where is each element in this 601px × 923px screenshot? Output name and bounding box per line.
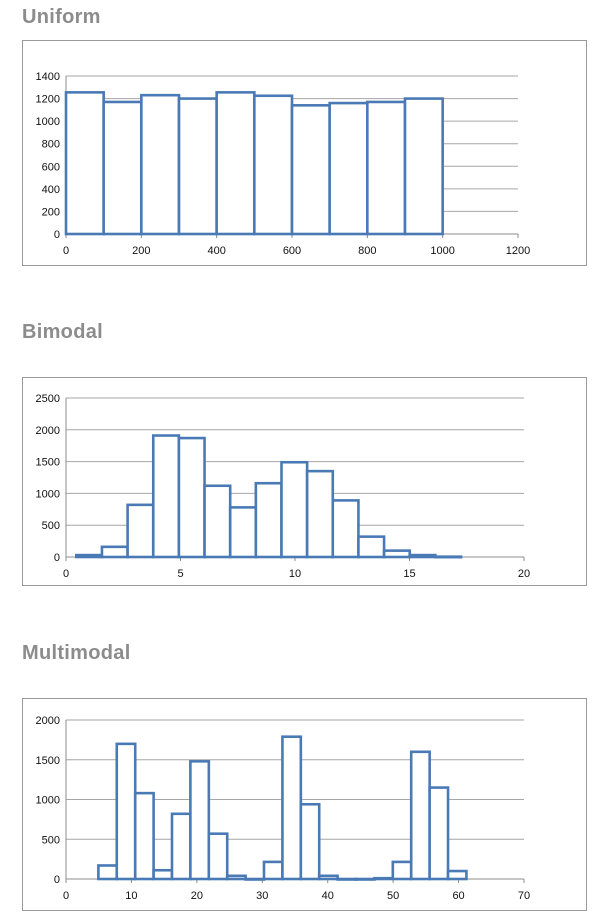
histogram-bar [382,549,412,559]
y-tick-label: 1000 [36,116,60,128]
x-tick-label: 10 [289,568,301,580]
y-tick-label: 0 [54,229,60,241]
histogram-bar [152,868,174,881]
x-tick-label: 5 [177,568,183,580]
histogram-bar [102,100,143,236]
y-tick-label: 500 [42,520,60,532]
histogram-bar [305,469,335,559]
y-tick-label: 400 [42,184,60,196]
histogram-bar [133,791,155,881]
y-tick-label: 200 [42,206,60,218]
histogram-bar [446,869,468,881]
histogram-bar [328,101,369,236]
x-tick-label: 20 [191,890,203,902]
y-tick-label: 1500 [36,755,60,767]
x-tick-label: 50 [387,890,399,902]
histogram-bar [262,860,284,881]
x-tick-label: 1200 [506,245,530,257]
histogram-bar [225,874,247,881]
y-tick-label: 1400 [36,71,60,83]
y-tick-label: 0 [54,552,60,564]
histogram-bar [177,97,218,236]
histogram-bar [100,545,129,559]
histogram-bar [428,786,450,881]
histogram-bar [189,760,211,881]
y-tick-label: 500 [42,834,60,846]
histogram-bar [403,97,444,236]
x-tick-label: 600 [283,245,301,257]
y-tick-label: 2000 [36,425,60,437]
histogram-multimodal: 0 500 1000 1500 2000 0 10 20 30 40 50 60 70 [36,715,531,902]
y-tick-label: 600 [42,161,60,173]
histogram-bar [207,832,229,881]
histogram-uniform: 0 200 400 600 800 1000 1200 1400 0 200 400 600 800 10… [36,71,531,257]
histogram-bar [115,742,137,881]
histogram-bar [203,484,232,559]
chart-uniform: 0 200 400 600 800 1000 1200 1400 0 200 400 600 800 10… [22,40,587,266]
x-tick-label: 40 [322,890,334,902]
histogram-bar [281,735,303,881]
histogram-bar [408,553,437,559]
histogram-bar [366,100,407,236]
histogram-bar [215,91,256,236]
chart-title-uniform: Uniform [22,6,101,28]
histogram-bar [170,812,192,881]
histogram-bar [331,499,360,559]
histogram-bar [317,874,339,881]
y-tick-label: 800 [42,139,60,151]
y-tick-label: 2500 [36,393,60,405]
histogram-bimodal: 0 500 1000 1500 2000 2500 0 5 10 15 20 [36,393,531,580]
histogram-bar [299,802,321,881]
y-tick-label: 2000 [36,715,60,727]
histogram-bar [253,94,294,236]
histogram-bar [434,555,463,559]
histogram-bar [336,877,358,881]
x-tick-label: 15 [403,568,415,580]
chart-title-multimodal: Multimodal [22,642,131,664]
histogram-bar [290,104,331,236]
histogram-bar [409,750,431,881]
x-tick-label: 800 [358,245,376,257]
histogram-bar [357,535,386,559]
histogram-bar [97,864,119,881]
histogram-bar [126,503,155,559]
x-tick-label: 0 [63,890,69,902]
histogram-bar [75,553,104,559]
histogram-bar [151,434,181,559]
x-tick-label: 0 [63,568,69,580]
y-tick-label: 1500 [36,457,60,469]
histogram-bar [177,436,206,559]
histogram-bar [228,506,258,559]
histogram-bar [391,860,413,881]
x-tick-label: 60 [452,890,464,902]
histogram-bar [64,91,105,236]
histogram-bar [280,460,309,559]
chart-title-bimodal: Bimodal [22,321,103,343]
x-tick-label: 400 [207,245,225,257]
chart-bimodal: 0 500 1000 1500 2000 2500 0 5 10 15 20 [22,377,587,586]
x-tick-label: 10 [125,890,137,902]
histogram-bar [140,93,181,236]
x-tick-label: 0 [63,245,69,257]
x-tick-label: 1000 [430,245,454,257]
y-tick-label: 0 [54,874,60,886]
histogram-bar [254,481,283,559]
y-tick-label: 1000 [36,488,60,500]
histogram-bar [244,877,266,881]
x-tick-label: 20 [518,568,530,580]
histogram-bar [373,876,395,881]
histogram-bar [354,877,376,881]
x-tick-label: 30 [256,890,268,902]
x-tick-label: 70 [518,890,530,902]
chart-multimodal: 0 500 1000 1500 2000 0 10 20 30 40 50 60 70 [22,698,587,911]
y-tick-label: 1000 [36,795,60,807]
x-tick-label: 200 [132,245,150,257]
y-tick-label: 1200 [36,94,60,106]
